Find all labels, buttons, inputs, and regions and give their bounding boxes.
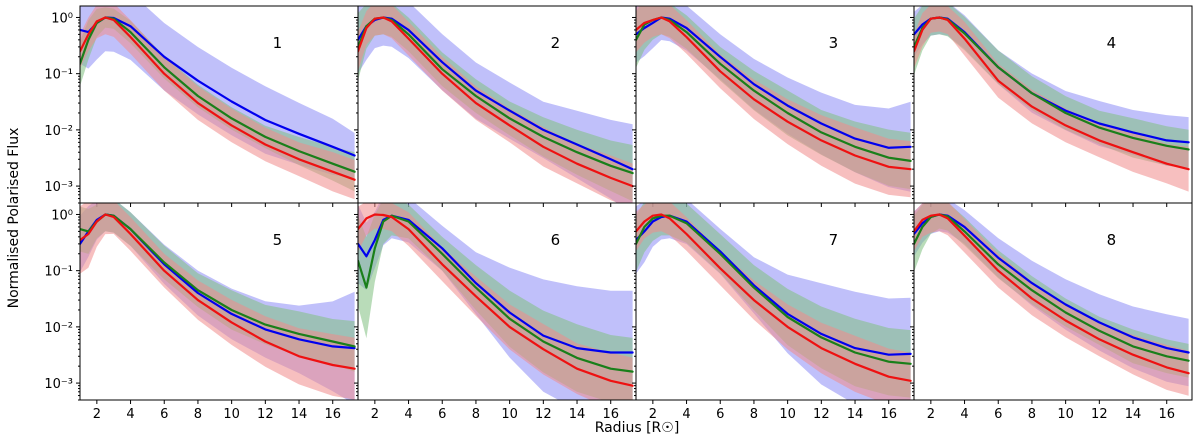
x-tick-label: 2 — [927, 407, 935, 422]
band-red — [358, 6, 633, 203]
x-tick-label: 4 — [126, 407, 134, 422]
y-tick-label: 10⁻³ — [44, 180, 73, 195]
y-tick-label: 10⁻³ — [44, 377, 73, 392]
line-blue — [358, 214, 634, 354]
x-tick-label: 8 — [194, 407, 202, 422]
line-red — [358, 16, 634, 188]
plot-area — [80, 203, 356, 400]
x-tick-label: 14 — [1125, 407, 1142, 422]
x-tick-label: 16 — [602, 407, 619, 422]
x-tick-label: 2 — [649, 407, 657, 422]
x-tick-label: 8 — [472, 407, 480, 422]
y-tick-label: 10⁻¹ — [44, 265, 73, 280]
x-tick-label: 16 — [1158, 407, 1175, 422]
line-red — [636, 213, 912, 382]
x-tick-label: 14 — [847, 407, 864, 422]
line-blue — [636, 214, 912, 356]
panel-1: 10⁻³ 10⁻² 10⁻¹ 10⁰ 1 — [44, 5, 359, 207]
line-red — [914, 16, 1190, 171]
x-tick-label: 10 — [501, 407, 518, 422]
panel-number: 1 — [273, 34, 283, 52]
x-tick-label: 4 — [682, 407, 690, 422]
panel-frame — [913, 202, 1193, 401]
y-tick-label: 10⁰ — [51, 208, 73, 223]
x-tick-label: 2 — [371, 407, 379, 422]
line-green — [914, 213, 1190, 362]
x-tick-label: 10 — [779, 407, 796, 422]
line-blue — [636, 16, 912, 149]
panel-number: 3 — [829, 34, 839, 52]
panel-7: 2 4 6 8 10 12 14 16 7 — [632, 202, 915, 422]
x-tick-label: 16 — [324, 407, 341, 422]
panel-6: 2 4 6 8 10 12 14 16 6 — [354, 202, 637, 422]
plot-area — [80, 6, 356, 200]
panel-4: 4 — [910, 5, 1193, 207]
x-tick-label: 10 — [1057, 407, 1074, 422]
y-tick-label: 10⁻¹ — [44, 68, 73, 83]
panel-number: 8 — [1107, 231, 1117, 249]
y-tick-label: 10⁻² — [44, 124, 73, 139]
x-tick-label: 10 — [223, 407, 240, 422]
panel-number: 4 — [1107, 34, 1117, 52]
line-red — [80, 16, 356, 181]
x-tick-label: 6 — [716, 407, 724, 422]
panel-8: 2 4 6 8 10 12 14 16 8 — [910, 202, 1193, 422]
y-axis-label: Normalised Polarised Flux — [6, 128, 22, 309]
panel-number: 6 — [551, 231, 561, 249]
plot-area — [358, 6, 634, 203]
x-tick-label: 16 — [880, 407, 897, 422]
plot-area — [914, 203, 1190, 396]
panel-number: 7 — [829, 231, 839, 249]
x-tick-label: 4 — [960, 407, 968, 422]
y-tick-label: 10⁰ — [51, 11, 73, 26]
x-tick-label: 12 — [1091, 407, 1108, 422]
x-tick-label: 6 — [438, 407, 446, 422]
x-tick-label: 12 — [535, 407, 552, 422]
plot-area — [636, 6, 912, 198]
line-red — [636, 16, 912, 171]
x-tick-label: 14 — [291, 407, 308, 422]
line-green — [636, 214, 912, 365]
line-green — [358, 214, 634, 373]
panel-3: 3 — [632, 5, 915, 207]
x-tick-label: 12 — [257, 407, 274, 422]
x-tick-label: 2 — [93, 407, 101, 422]
band-red — [914, 203, 1189, 396]
x-tick-label: 8 — [750, 407, 758, 422]
x-axis-label: Radius [R☉] — [595, 420, 680, 436]
panel-5: 2 4 6 8 10 12 14 16 10⁻³ 10⁻² 10⁻¹ 10⁰ 5 — [44, 202, 359, 422]
panel-number: 5 — [273, 231, 283, 249]
plot-area — [358, 203, 634, 400]
panel-number: 2 — [551, 34, 561, 52]
x-tick-label: 6 — [160, 407, 168, 422]
x-tick-label: 12 — [813, 407, 830, 422]
line-red — [914, 213, 1190, 375]
x-tick-label: 4 — [404, 407, 412, 422]
x-tick-label: 14 — [569, 407, 586, 422]
line-red — [80, 213, 356, 370]
panel-2: 2 — [354, 5, 637, 207]
y-tick-label: 10⁻² — [44, 321, 73, 336]
x-tick-label: 8 — [1028, 407, 1036, 422]
plot-area — [636, 203, 912, 400]
band-red — [636, 6, 911, 198]
line-blue — [80, 213, 356, 350]
x-tick-label: 6 — [994, 407, 1002, 422]
line-red — [358, 213, 634, 387]
plot-area — [914, 6, 1190, 192]
band-red — [80, 6, 355, 200]
